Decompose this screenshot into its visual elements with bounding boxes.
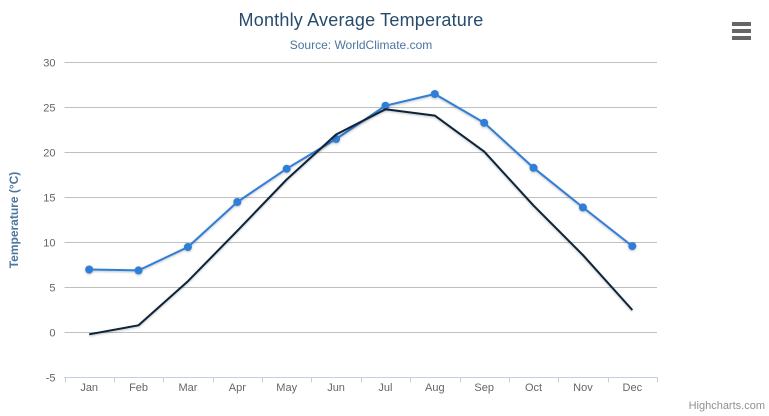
x-axis-label: Jul <box>378 382 392 394</box>
hamburger-icon <box>732 29 751 33</box>
circle-marker <box>85 265 94 274</box>
hamburger-icon <box>732 22 751 26</box>
y-axis-title: Temperature (°C) <box>7 171 21 269</box>
series-line <box>89 108 634 336</box>
circle-marker <box>381 101 390 110</box>
chart-title: Monthly Average Temperature <box>238 10 484 30</box>
circle-marker <box>628 242 637 251</box>
x-axis-label: Jan <box>80 382 98 394</box>
y-axis-label: 10 <box>43 238 55 250</box>
x-axis-label: May <box>276 382 297 394</box>
circle-marker <box>183 243 192 251</box>
x-axis-label: Dec <box>623 382 643 394</box>
y-axis-label: 20 <box>43 148 55 160</box>
chart-subtitle: Source: WorldClimate.com <box>289 38 433 52</box>
x-axis-label: Aug <box>425 382 445 394</box>
y-axis-label: 5 <box>49 283 55 295</box>
y-axis-label: -5 <box>46 373 56 385</box>
circle-marker <box>233 198 242 206</box>
x-axis-label: Sep <box>474 382 494 394</box>
circle-marker <box>480 118 489 127</box>
y-axis-label: 15 <box>43 193 55 205</box>
x-axis-label: Jun <box>327 382 345 394</box>
circle-marker <box>529 163 538 172</box>
x-axis-label: Nov <box>573 382 593 394</box>
y-axis-label: 25 <box>43 103 55 115</box>
y-axis-label: 30 <box>43 58 55 70</box>
series-tokyo[interactable] <box>85 90 637 275</box>
x-axis-label: Oct <box>525 382 542 394</box>
x-axis-label: Apr <box>229 382 246 394</box>
series-new-york[interactable] <box>89 108 634 336</box>
series-line <box>89 93 633 272</box>
credits-link[interactable]: Highcharts.com <box>688 400 765 412</box>
circle-marker <box>578 203 587 212</box>
circle-marker <box>282 164 291 173</box>
y-axis-label: 0 <box>49 328 55 340</box>
hamburger-icon <box>732 36 751 40</box>
export-menu-button[interactable] <box>730 20 758 44</box>
circle-marker <box>134 266 143 275</box>
circle-marker <box>430 90 439 98</box>
x-axis-label: Mar <box>178 382 197 394</box>
x-axis-label: Feb <box>129 382 148 394</box>
